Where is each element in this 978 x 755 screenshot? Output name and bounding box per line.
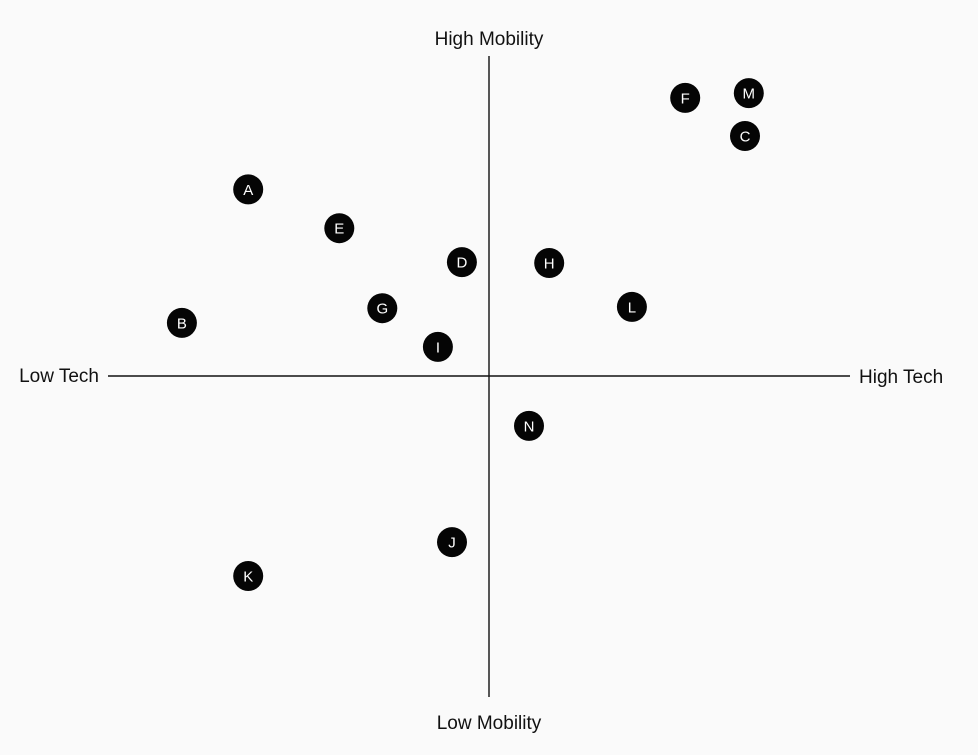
point-label: E [334, 221, 344, 238]
point-n: N [514, 410, 544, 441]
point-label: A [243, 182, 253, 199]
y-axis-min-label: Low Mobility [437, 713, 542, 734]
point-marker [367, 293, 398, 324]
point-label: K [243, 569, 253, 586]
point-g: G [367, 293, 398, 324]
point-i: I [422, 331, 453, 362]
point-b: B [166, 307, 197, 338]
point-f: F [670, 82, 701, 113]
point-c: C [730, 121, 760, 151]
point-marker [233, 174, 264, 205]
point-label: B [177, 315, 187, 332]
point-m: M [733, 78, 764, 109]
point-label: F [681, 90, 690, 107]
point-marker [446, 247, 477, 278]
point-marker [730, 121, 760, 151]
point-label: G [376, 301, 388, 318]
point-label: D [456, 255, 467, 272]
y-axis-max-label: High Mobility [435, 29, 544, 50]
x-axis-min-label: Low Tech [19, 366, 99, 387]
point-d: D [446, 247, 477, 278]
point-l: L [616, 291, 647, 322]
point-marker [616, 291, 647, 322]
point-marker [422, 331, 453, 362]
point-marker [324, 213, 355, 244]
point-marker [437, 527, 467, 558]
point-marker [233, 561, 264, 591]
point-j: J [437, 527, 467, 558]
point-marker [733, 78, 764, 109]
point-h: H [534, 248, 565, 278]
point-a: A [233, 174, 264, 205]
point-marker [670, 82, 701, 113]
x-axis-max-label: High Tech [859, 367, 943, 388]
point-k: K [233, 561, 264, 591]
point-marker [534, 248, 565, 278]
point-marker [166, 307, 197, 338]
point-label: L [628, 299, 636, 316]
point-label: H [544, 256, 555, 273]
point-label: M [743, 86, 756, 103]
data-points: A B C D E F G H I J K L M N [166, 78, 764, 591]
point-label: J [448, 535, 456, 552]
point-label: N [524, 418, 535, 435]
point-marker [514, 410, 544, 441]
point-e: E [324, 213, 355, 244]
point-label: I [436, 339, 440, 356]
point-label: C [740, 129, 751, 146]
